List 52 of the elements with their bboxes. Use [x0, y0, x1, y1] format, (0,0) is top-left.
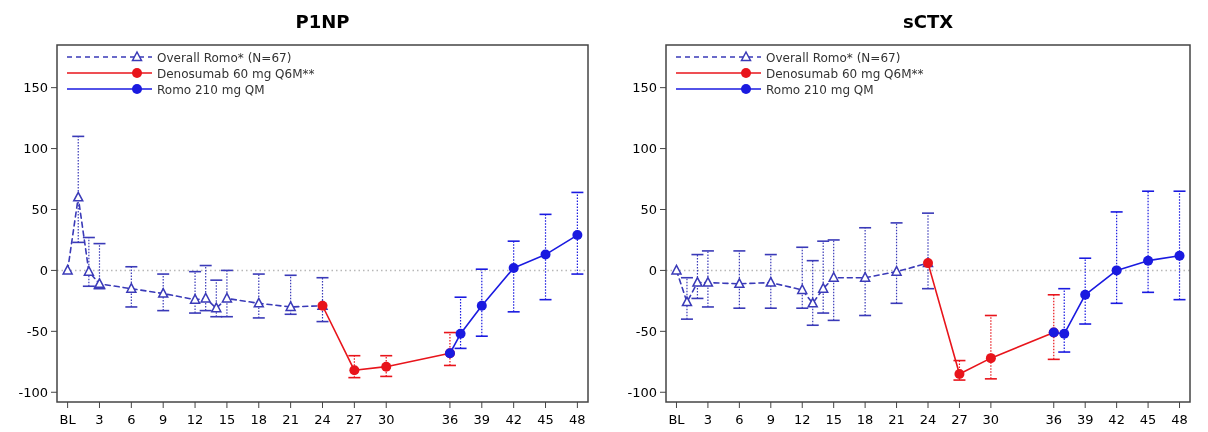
y-tick-label: 150 [23, 80, 48, 96]
legend-label: Overall Romo* (N=67) [766, 50, 901, 65]
y-tick-label: -50 [26, 323, 48, 339]
x-tick-label: 27 [951, 412, 968, 427]
x-tick-label: 45 [537, 412, 554, 427]
x-tick-label: 15 [218, 412, 236, 427]
x-tick-label: 9 [159, 412, 168, 427]
x-tick-label: 36 [441, 412, 459, 427]
x-tick-label: 6 [735, 412, 744, 427]
legend-label: Denosumab 60 mg Q6M** [766, 66, 924, 81]
x-tick-label: 39 [473, 412, 491, 427]
y-tick-label: 150 [632, 80, 657, 96]
x-tick-label: 18 [250, 412, 268, 427]
y-tick-label: 50 [31, 201, 48, 217]
y-tick-label: 0 [648, 262, 657, 278]
x-tick-label: 30 [982, 412, 1000, 427]
x-tick-label: 39 [1076, 412, 1094, 427]
x-tick-label: 45 [1139, 412, 1157, 427]
x-tick-label: 9 [766, 412, 775, 427]
x-tick-label: 21 [282, 412, 299, 427]
x-tick-label: 12 [186, 412, 204, 427]
x-tick-label: 18 [856, 412, 874, 427]
x-tick-label: 24 [314, 412, 331, 427]
x-tick-label: 42 [1108, 412, 1125, 427]
legend-label: Romo 210 mg QM [766, 82, 874, 97]
x-tick-label: 48 [1171, 412, 1188, 427]
x-tick-label: 15 [825, 412, 842, 427]
y-tick-label: 50 [640, 201, 657, 217]
chart-title: sCTX [902, 11, 954, 32]
x-tick-label: BL [668, 412, 686, 427]
legend-label: Romo 210 mg QM [157, 82, 265, 97]
y-tick-label: 0 [39, 262, 48, 278]
x-tick-label: 24 [919, 412, 937, 427]
x-tick-label: BL [59, 412, 77, 427]
legend-label: Overall Romo* (N=67) [157, 50, 292, 65]
x-tick-label: 48 [569, 412, 586, 427]
x-tick-label: 12 [793, 412, 811, 427]
chart-title: P1NP [295, 11, 350, 32]
x-tick-label: 30 [377, 412, 395, 427]
x-tick-label: 27 [346, 412, 363, 427]
x-tick-label: 36 [1045, 412, 1063, 427]
y-tick-label: -100 [627, 384, 657, 400]
legend-label: Denosumab 60 mg Q6M** [157, 66, 315, 81]
y-tick-label: -100 [18, 384, 48, 400]
y-tick-label: 100 [23, 141, 48, 157]
y-tick-label: -50 [635, 323, 657, 339]
x-tick-label: 3 [95, 412, 104, 427]
x-tick-label: 6 [127, 412, 136, 427]
y-tick-label: 100 [632, 141, 657, 157]
x-tick-label: 21 [888, 412, 905, 427]
x-tick-label: 3 [703, 412, 713, 427]
x-tick-label: 42 [505, 412, 522, 427]
